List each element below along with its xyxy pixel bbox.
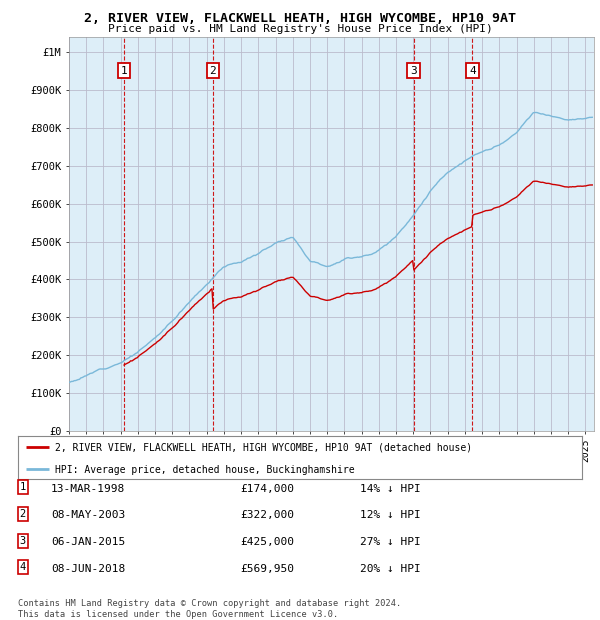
- Text: 13-MAR-1998: 13-MAR-1998: [51, 484, 125, 494]
- Text: 08-JUN-2018: 08-JUN-2018: [51, 564, 125, 574]
- Text: £425,000: £425,000: [240, 537, 294, 547]
- Text: £322,000: £322,000: [240, 510, 294, 520]
- Text: 12% ↓ HPI: 12% ↓ HPI: [360, 510, 421, 520]
- Text: 1: 1: [121, 66, 127, 76]
- Text: Contains HM Land Registry data © Crown copyright and database right 2024.
This d: Contains HM Land Registry data © Crown c…: [18, 600, 401, 619]
- Text: 27% ↓ HPI: 27% ↓ HPI: [360, 537, 421, 547]
- Text: £174,000: £174,000: [240, 484, 294, 494]
- Text: £569,950: £569,950: [240, 564, 294, 574]
- Text: 08-MAY-2003: 08-MAY-2003: [51, 510, 125, 520]
- Text: 3: 3: [20, 536, 26, 546]
- Text: 2: 2: [209, 66, 216, 76]
- Text: 2, RIVER VIEW, FLACKWELL HEATH, HIGH WYCOMBE, HP10 9AT (detached house): 2, RIVER VIEW, FLACKWELL HEATH, HIGH WYC…: [55, 443, 472, 453]
- Text: 20% ↓ HPI: 20% ↓ HPI: [360, 564, 421, 574]
- Text: 1: 1: [20, 482, 26, 492]
- Text: 4: 4: [20, 562, 26, 572]
- Text: 2: 2: [20, 509, 26, 519]
- Text: HPI: Average price, detached house, Buckinghamshire: HPI: Average price, detached house, Buck…: [55, 465, 354, 475]
- Text: 4: 4: [469, 66, 476, 76]
- Text: 2, RIVER VIEW, FLACKWELL HEATH, HIGH WYCOMBE, HP10 9AT: 2, RIVER VIEW, FLACKWELL HEATH, HIGH WYC…: [84, 12, 516, 25]
- Text: Price paid vs. HM Land Registry's House Price Index (HPI): Price paid vs. HM Land Registry's House …: [107, 24, 493, 33]
- Text: 14% ↓ HPI: 14% ↓ HPI: [360, 484, 421, 494]
- Text: 3: 3: [410, 66, 417, 76]
- Text: 06-JAN-2015: 06-JAN-2015: [51, 537, 125, 547]
